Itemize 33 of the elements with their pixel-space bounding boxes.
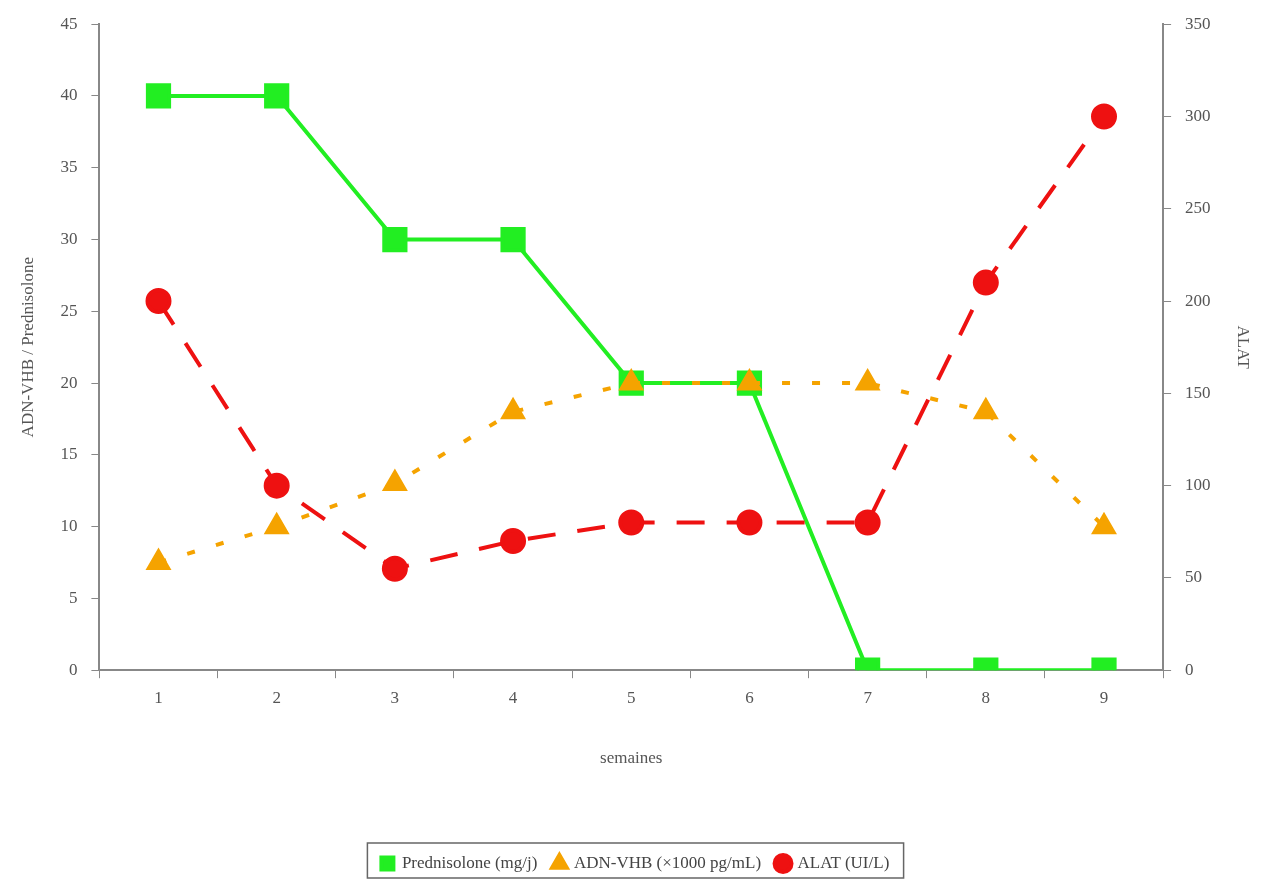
y2-tick-label: 50 bbox=[1185, 567, 1203, 587]
y2-tick-label: 250 bbox=[1185, 198, 1211, 218]
y2-tick-label: 100 bbox=[1185, 475, 1211, 495]
y2-tick-label: 300 bbox=[1185, 105, 1211, 125]
y2-tick-label: 0 bbox=[1185, 659, 1194, 679]
x-tick-label: 7 bbox=[863, 687, 873, 707]
x-tick-label: 6 bbox=[745, 687, 754, 707]
y-tick-label: 30 bbox=[60, 229, 78, 248]
y-tick-label: 5 bbox=[68, 587, 78, 607]
y-tick-label: 10 bbox=[60, 516, 78, 536]
x-tick-label: 8 bbox=[981, 687, 991, 707]
x-axis-title: semaines bbox=[600, 748, 663, 768]
y2-axis-title: ALAT bbox=[1234, 325, 1254, 370]
y-tick-label: 45 bbox=[60, 13, 78, 33]
y-tick-label: 15 bbox=[60, 444, 78, 464]
x-tick-label: 1 bbox=[154, 687, 163, 707]
x-tick-label: 3 bbox=[390, 687, 400, 707]
x-tick-label: 2 bbox=[272, 687, 281, 707]
y2-tick-label: 350 bbox=[1185, 13, 1211, 33]
x-tick-label: 4 bbox=[508, 687, 518, 707]
legend-label: Prednisolone (mg/j) bbox=[401, 852, 538, 872]
legend-label: ADN-VHB (×1000 pg/mL) bbox=[573, 852, 762, 872]
y2-tick-label: 200 bbox=[1185, 290, 1211, 310]
y-tick-label: 40 bbox=[60, 85, 78, 105]
x-tick-label: 9 bbox=[1099, 687, 1109, 707]
y-tick-label: 25 bbox=[60, 300, 78, 320]
y-tick-label: 0 bbox=[68, 659, 78, 679]
y2-tick-label: 150 bbox=[1185, 382, 1211, 402]
legend-label: ALAT (UI/L) bbox=[797, 852, 890, 872]
y-tick-label: 20 bbox=[60, 372, 78, 392]
y-tick-label: 35 bbox=[60, 157, 78, 177]
y-axis-title: ADN-VHB / Prednisolone bbox=[17, 257, 37, 438]
x-tick-label: 5 bbox=[627, 687, 636, 707]
